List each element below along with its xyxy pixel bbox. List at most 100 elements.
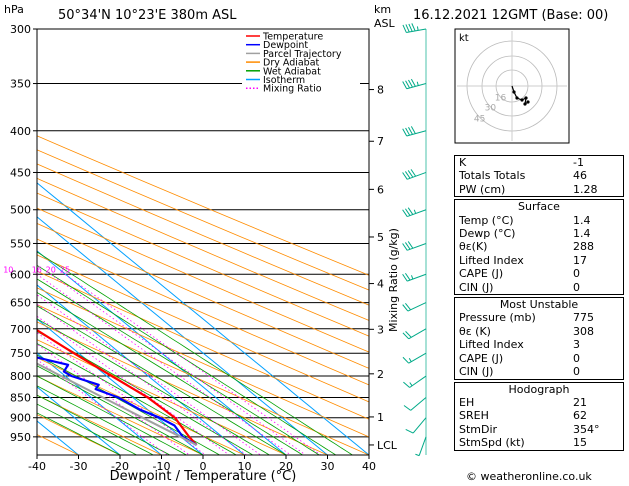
pressure-tick-label: 400: [10, 125, 31, 138]
stat-value: 288: [573, 240, 594, 254]
wind-barb-half-flag: [408, 357, 412, 362]
legend-entry: Dry Adiabat: [263, 58, 320, 69]
stat-label: θε (K): [459, 324, 491, 338]
isotherm-line: [37, 386, 121, 455]
stat-label: Lifted Index: [459, 338, 524, 352]
pressure-tick-label: 850: [10, 391, 31, 404]
hodograph-point: [515, 96, 519, 100]
wind-barb-half-flag: [411, 275, 414, 280]
stat-row: Totals Totals 46: [455, 169, 623, 182]
stat-value: 46: [573, 169, 587, 183]
wind-barb-half-flag: [416, 81, 419, 86]
stat-row: Lifted Index 17: [455, 254, 623, 267]
wind-barb: [402, 241, 427, 251]
stat-row: StmSpd (kt) 15: [455, 436, 623, 449]
wet-adiabat-line: [37, 331, 254, 455]
dry-adiabat-line: [37, 375, 204, 455]
pressure-tick-label: 950: [10, 431, 31, 444]
stat-row: Pressure (mb) 775: [455, 311, 623, 324]
wet-adiabat-line: [37, 251, 353, 455]
wind-profile: [402, 23, 427, 457]
x-tick-label: -10: [153, 460, 171, 473]
x-tick-label: -20: [111, 460, 129, 473]
mixing-ratio-label: 16: [32, 265, 42, 274]
wind-barb: [415, 436, 427, 457]
wind-barb: [405, 417, 427, 434]
hodograph-point: [512, 90, 516, 94]
wind-barb-flag: [404, 171, 411, 179]
stat-label: θε(K): [459, 240, 488, 254]
wind-barb: [402, 126, 427, 137]
location-title: 50°34'N 10°23'E 380m ASL: [58, 8, 237, 23]
profile-lines: [37, 328, 198, 446]
hodograph-point: [520, 98, 524, 102]
wind-barb-flag: [408, 126, 413, 135]
wind-barb: [402, 352, 427, 364]
x-tick-label: 30: [321, 460, 335, 473]
wind-barb-staff: [408, 352, 427, 364]
datetime-title: 16.12.2021 12GMT (Base: 00): [413, 8, 608, 23]
dry-adiabat-line: [37, 304, 369, 455]
credit-text: © weatheronline.co.uk: [466, 470, 592, 483]
x-tick-label: 20: [279, 460, 293, 473]
wind-barb-staff: [407, 209, 427, 218]
wind-barb-flag: [410, 126, 416, 134]
wet-adiabat-line: [37, 343, 237, 455]
stat-label: K: [459, 156, 467, 169]
wind-barb: [402, 328, 427, 340]
wet-adiabat-line: [37, 394, 154, 455]
wind-barb-flag: [404, 272, 411, 281]
legend-entry: Parcel Trajectory: [263, 49, 342, 60]
wind-barb-flag: [405, 303, 411, 311]
dry-adiabat-line: [37, 394, 162, 455]
height-tick-label: 4: [377, 278, 384, 291]
wind-barb-flag: [408, 23, 413, 32]
wind-barb-flag: [402, 209, 408, 217]
x-tick-label: 10: [238, 460, 252, 473]
wind-barb-staff: [410, 397, 427, 411]
stat-label: CAPE (J): [459, 267, 504, 281]
wet-adiabat-line: [37, 264, 337, 455]
dry-adiabat-line: [37, 339, 287, 455]
pressure-tick-label: 800: [10, 370, 31, 383]
most-unstable-title: Most Unstable: [499, 298, 579, 312]
stat-label: Totals Totals: [459, 169, 526, 183]
stat-value: 1.4: [573, 213, 591, 227]
stat-value: 0: [573, 365, 580, 379]
stat-label: EH: [459, 395, 475, 409]
wind-barb-flag: [407, 207, 414, 215]
height-tick-label: 6: [377, 183, 384, 196]
hodograph-point: [526, 100, 530, 104]
surface-box: Surface Temp (°C) 1.4 Dewp (°C) 1.4 θε(K) 288…: [454, 199, 624, 296]
stat-value: 1.28: [573, 182, 598, 196]
hodograph-unit-label: kt: [459, 33, 469, 44]
stat-row: θε (K) 308: [455, 325, 623, 338]
background-lines: [37, 29, 369, 455]
isotherm-line: [37, 216, 328, 455]
x-axis-label: Dewpoint / Temperature (°C): [110, 469, 297, 484]
wind-barb: [402, 302, 427, 312]
wind-barb-flag: [402, 128, 408, 137]
stat-value: -1: [573, 156, 584, 169]
parcel-trajectory-line: [37, 362, 198, 446]
mixing-ratio-line: [50, 273, 306, 455]
hodograph-ring-label: 16: [495, 94, 507, 104]
stat-value: 0: [573, 351, 580, 365]
stat-value: 308: [573, 324, 594, 338]
wet-adiabat-line: [37, 385, 170, 455]
dry-adiabat-line: [37, 357, 245, 455]
stat-label: Lifted Index: [459, 253, 524, 267]
mixing-ratio-line: [64, 273, 321, 455]
wind-barb-flag: [410, 169, 417, 177]
stat-value: 0: [573, 267, 580, 281]
stat-row: K -1: [455, 156, 623, 169]
wind-barb-flag: [402, 172, 408, 180]
pressure-tick-label: 550: [10, 237, 31, 250]
wet-adiabat-line: [37, 375, 187, 455]
height-tick-label: LCL: [377, 439, 398, 452]
stat-label: CIN (J): [459, 365, 494, 379]
wet-adiabat-line: [37, 278, 320, 455]
wind-barb-flag: [407, 170, 414, 178]
dry-adiabat-line: [37, 321, 328, 455]
